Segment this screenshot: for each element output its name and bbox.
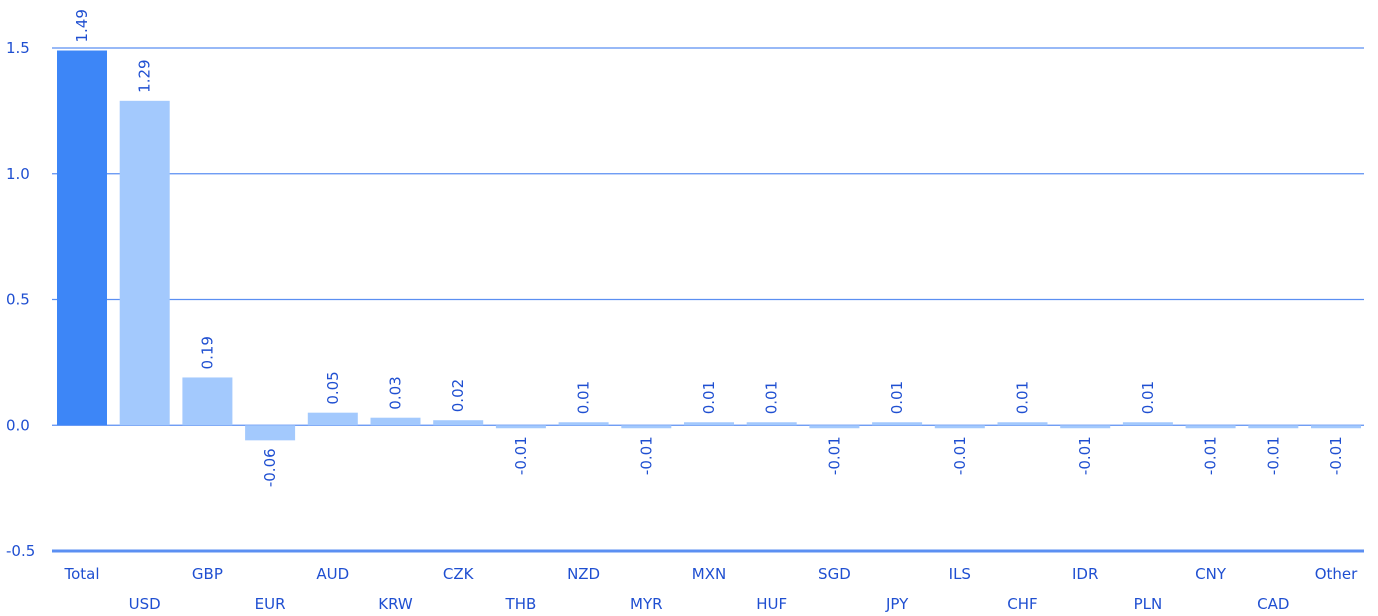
data-label: -0.01: [1076, 436, 1094, 475]
x-tick-label: Other: [1315, 565, 1358, 583]
x-tick-label: IDR: [1072, 565, 1098, 583]
data-label: 0.01: [575, 381, 593, 414]
x-tick-label: CNY: [1195, 565, 1227, 583]
data-label: 0.02: [449, 379, 467, 412]
bar-nzd: [558, 422, 609, 426]
x-tick-label: GBP: [192, 565, 223, 583]
data-label: 0.01: [1014, 381, 1032, 414]
x-tick-label: CHF: [1007, 595, 1037, 613]
data-label: 0.03: [387, 376, 405, 409]
x-tick-label: KRW: [378, 595, 413, 613]
data-label: -0.01: [512, 436, 530, 475]
x-tick-label: CZK: [443, 565, 475, 583]
x-tick-label: AUD: [316, 565, 349, 583]
data-label: -0.01: [1264, 436, 1282, 475]
data-label: -0.01: [1327, 436, 1345, 475]
bar-pln: [1122, 422, 1173, 426]
data-label: -0.06: [261, 448, 279, 487]
bar-eur: [245, 425, 296, 441]
x-tick-label: MYR: [630, 595, 663, 613]
bar-total: [57, 50, 107, 426]
x-tick-label: EUR: [255, 595, 286, 613]
bar-cny: [1185, 425, 1236, 429]
bar-jpy: [872, 422, 923, 426]
x-tick-label: Total: [63, 565, 99, 583]
data-label: 0.01: [700, 381, 718, 414]
x-tick-label: JPY: [885, 595, 909, 613]
y-axis-ticks: -0.5 0.0 0.5 1.0 1.5: [6, 39, 35, 560]
bar-myr: [621, 425, 672, 429]
x-tick-label: THB: [505, 595, 537, 613]
bar-usd: [119, 100, 170, 426]
data-label: 0.05: [324, 371, 342, 404]
y-tick-label: 1.0: [6, 165, 30, 183]
bar-krw: [370, 417, 421, 426]
y-tick-label: 0.0: [6, 416, 30, 434]
data-label: -0.01: [1202, 436, 1220, 475]
bars: [57, 50, 1361, 441]
x-tick-label: USD: [129, 595, 161, 613]
gridlines: [52, 47, 1364, 553]
bar-gbp: [182, 377, 233, 426]
y-tick-label: 1.5: [6, 39, 30, 57]
data-label: 0.01: [888, 381, 906, 414]
x-axis-labels: Total USD GBP EUR AUD KRW CZK THB NZD MYR MXN HUF SG…: [63, 565, 1358, 613]
bar-aud: [307, 412, 358, 426]
bar-huf: [746, 422, 797, 426]
data-label: -0.01: [825, 436, 843, 475]
data-label: 1.29: [136, 59, 154, 92]
bar-chf: [997, 422, 1048, 426]
x-tick-label: ILS: [949, 565, 971, 583]
data-label: -0.01: [951, 436, 969, 475]
data-label: 0.01: [763, 381, 781, 414]
y-tick-label: -0.5: [6, 542, 35, 560]
x-tick-label: MXN: [692, 565, 726, 583]
x-tick-label: PLN: [1134, 595, 1163, 613]
bar-cad: [1248, 425, 1299, 429]
data-label: -0.01: [637, 436, 655, 475]
bar-ils: [934, 425, 985, 429]
x-tick-label: NZD: [567, 565, 600, 583]
bar-thb: [495, 425, 546, 429]
x-tick-label: HUF: [756, 595, 787, 613]
bar-idr: [1060, 425, 1111, 429]
data-label: 0.19: [198, 336, 216, 369]
bar-czk: [433, 420, 484, 426]
x-tick-label: SGD: [818, 565, 851, 583]
data-label: 1.49: [73, 9, 91, 42]
x-tick-label: CAD: [1257, 595, 1289, 613]
bar-sgd: [809, 425, 860, 429]
bar-other: [1311, 425, 1361, 429]
data-labels: 1.49 1.29 0.19 -0.06 0.05 0.03 0.02 -0.01 0.01 -0…: [73, 9, 1345, 487]
y-tick-label: 0.5: [6, 291, 30, 309]
bar-mxn: [684, 422, 734, 426]
data-label: 0.01: [1139, 381, 1157, 414]
